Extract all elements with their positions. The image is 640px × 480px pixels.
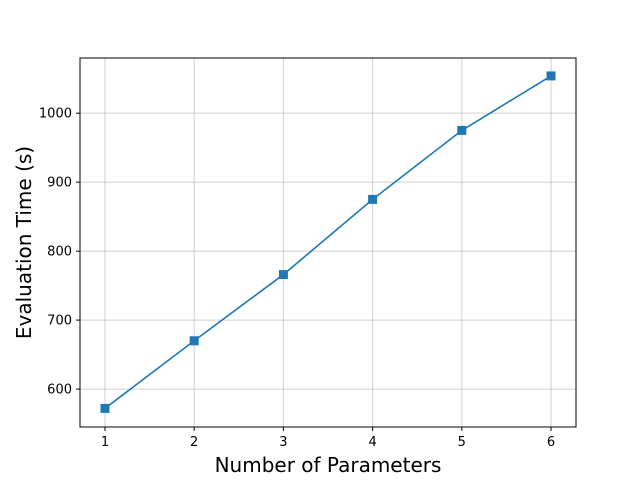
x-axis-label: Number of Parameters: [215, 453, 442, 477]
x-tick-label: 5: [458, 435, 466, 450]
data-point-marker: [368, 194, 378, 204]
data-point-marker: [189, 336, 199, 346]
x-tick-label: 2: [190, 435, 198, 450]
data-point-marker: [100, 403, 110, 413]
y-tick-label: 800: [47, 245, 72, 260]
grid-lines: [80, 58, 576, 427]
series-0: [100, 71, 556, 413]
data-point-marker: [457, 125, 467, 135]
axis-ticks: 1 2 3 4 5 6 600 700 800 900 1000: [39, 107, 555, 450]
y-axis-label: Evaluation Time (s): [12, 146, 36, 339]
x-tick-label: 6: [547, 435, 555, 450]
data-point-marker: [278, 270, 288, 280]
x-tick-label: 4: [368, 435, 376, 450]
series-layer: [100, 71, 556, 413]
y-tick-label: 700: [47, 314, 72, 329]
data-point-marker: [546, 71, 556, 81]
series-line: [104, 75, 552, 410]
plot-area-frame: [79, 57, 577, 428]
y-tick-label: 900: [47, 176, 72, 191]
y-tick-label: 1000: [39, 107, 72, 122]
x-tick-label: 3: [279, 435, 287, 450]
x-tick-label: 1: [101, 435, 109, 450]
y-tick-label: 600: [47, 383, 72, 398]
